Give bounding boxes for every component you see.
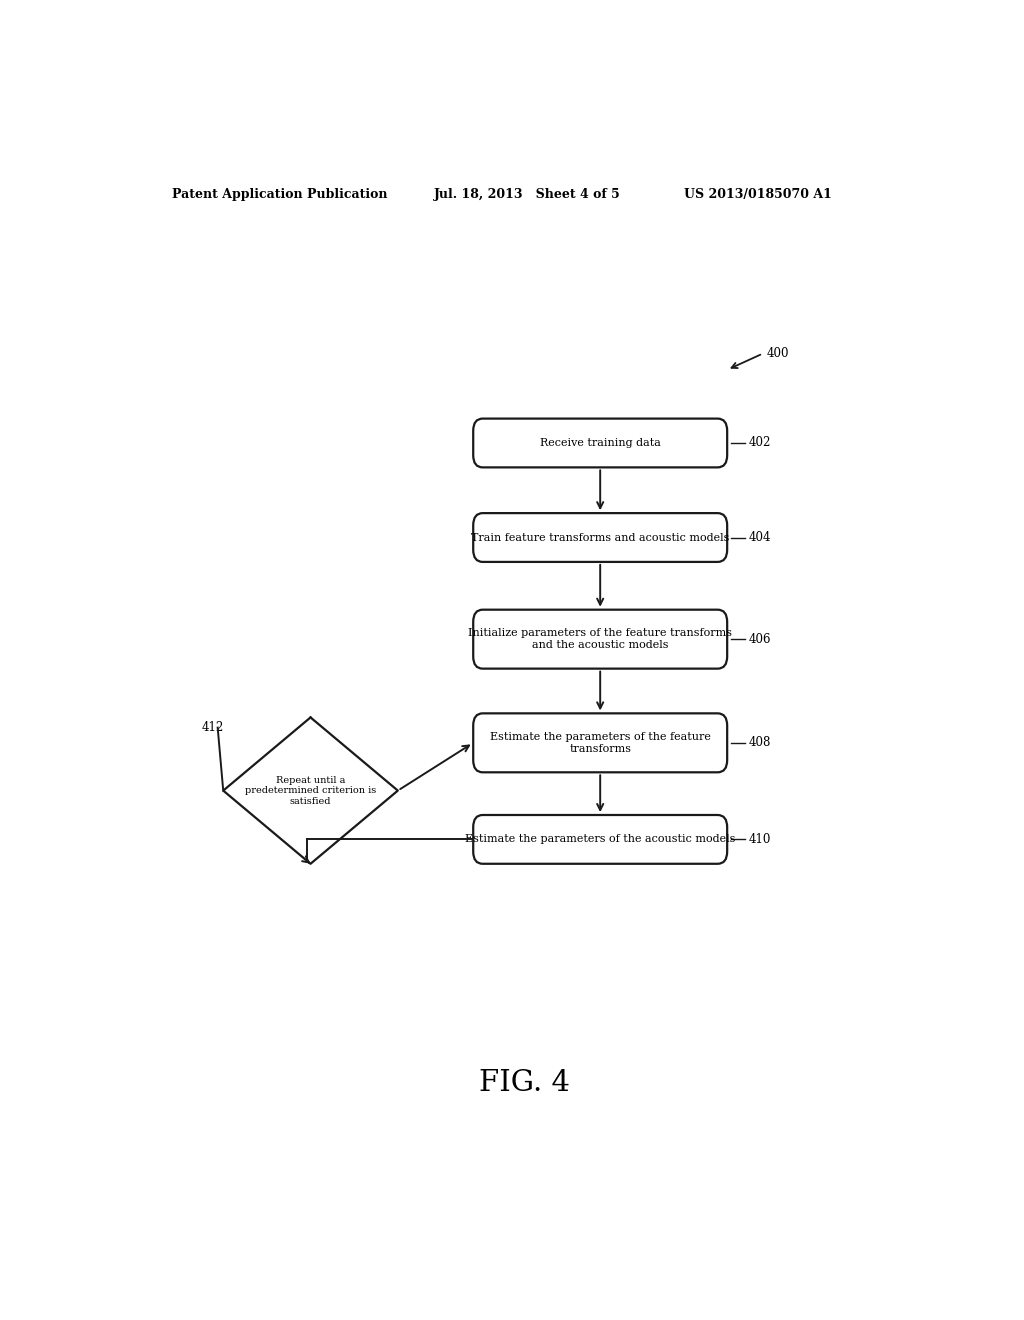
Text: Train feature transforms and acoustic models: Train feature transforms and acoustic mo…	[471, 532, 729, 543]
Text: 404: 404	[749, 531, 771, 544]
Text: 402: 402	[749, 437, 771, 450]
Text: 410: 410	[749, 833, 771, 846]
Text: Jul. 18, 2013   Sheet 4 of 5: Jul. 18, 2013 Sheet 4 of 5	[433, 189, 621, 202]
Text: 408: 408	[749, 737, 771, 750]
Text: 412: 412	[202, 721, 224, 734]
Text: Receive training data: Receive training data	[540, 438, 660, 447]
Text: FIG. 4: FIG. 4	[479, 1069, 570, 1097]
Text: Estimate the parameters of the feature
transforms: Estimate the parameters of the feature t…	[489, 733, 711, 754]
Text: Initialize parameters of the feature transforms
and the acoustic models: Initialize parameters of the feature tra…	[468, 628, 732, 649]
Text: Patent Application Publication: Patent Application Publication	[172, 189, 387, 202]
FancyBboxPatch shape	[473, 513, 727, 562]
Text: 400: 400	[767, 347, 790, 360]
FancyBboxPatch shape	[473, 610, 727, 669]
Text: Repeat until a
predetermined criterion is
satisfied: Repeat until a predetermined criterion i…	[245, 776, 376, 805]
Polygon shape	[223, 718, 397, 863]
Text: US 2013/0185070 A1: US 2013/0185070 A1	[684, 189, 831, 202]
Text: 406: 406	[749, 632, 771, 645]
FancyBboxPatch shape	[473, 418, 727, 467]
Text: Estimate the parameters of the acoustic models: Estimate the parameters of the acoustic …	[465, 834, 735, 845]
FancyBboxPatch shape	[473, 713, 727, 772]
FancyBboxPatch shape	[473, 814, 727, 863]
